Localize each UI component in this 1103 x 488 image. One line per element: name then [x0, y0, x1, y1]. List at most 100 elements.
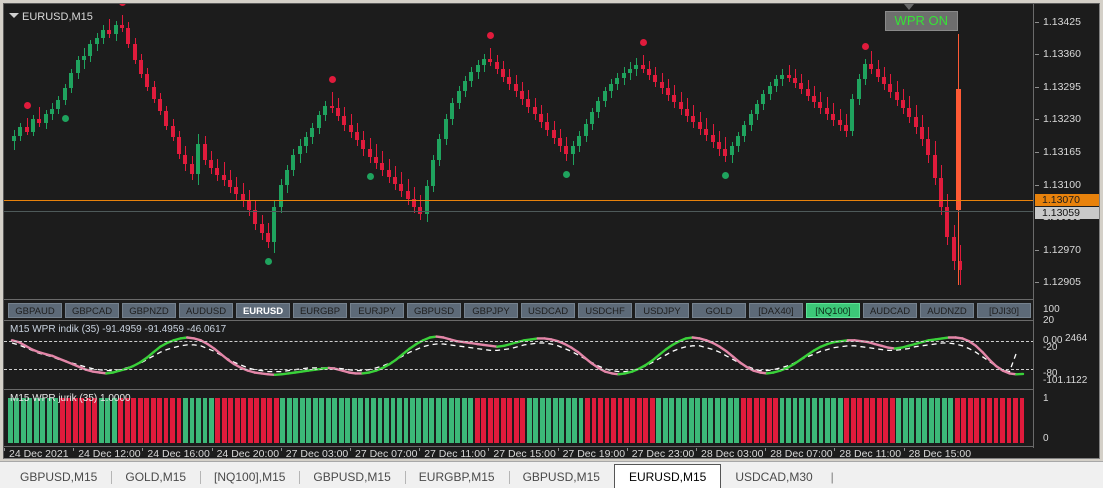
symbol-button-audnzd[interactable]: AUDNZD: [920, 303, 974, 318]
chart-tab[interactable]: GBPUSD,M15: [299, 467, 404, 488]
chart-tab-bar[interactable]: GBPUSD,M15 GOLD,M15 [NQ100],M15 GBPUSD,M15 E…: [0, 461, 1103, 488]
candle-body: [710, 135, 715, 143]
jurik-bar-up: [896, 398, 902, 443]
jurik-bar-down: [773, 398, 778, 443]
jurik-bar-up: [779, 398, 785, 443]
collapse-arrow-icon[interactable]: [9, 13, 19, 18]
symbol-button-usdchf[interactable]: USDCHF: [578, 303, 632, 318]
sell-signal-dot: [487, 32, 495, 40]
jurik-bar-down: [636, 398, 642, 443]
jurik-bar-up: [390, 398, 396, 443]
time-tick: 27 Dec 15:00: [488, 448, 556, 459]
candle-body: [43, 114, 48, 124]
chart-symbol-label: EURUSD,M15: [22, 11, 93, 23]
candle-body: [824, 108, 829, 115]
candle-wick: [26, 118, 28, 136]
symbol-button-dji30[interactable]: [DJI30]: [977, 303, 1031, 318]
candle-body: [297, 146, 302, 155]
bid-price-line: [4, 199, 1034, 201]
jurik-bar-up: [111, 398, 117, 443]
candle-body: [189, 163, 194, 174]
symbol-button-eurusd[interactable]: EURUSD: [236, 303, 290, 318]
jurik-bar-up: [435, 398, 441, 443]
wpr-line-segment: [806, 349, 816, 357]
candle-body: [202, 144, 207, 160]
jurik-bar-up: [812, 398, 817, 443]
candle-body: [596, 101, 601, 113]
symbol-button-audcad[interactable]: AUDCAD: [863, 303, 917, 318]
candle-body: [520, 91, 524, 100]
current-candle-body: [956, 89, 961, 210]
candle-body: [12, 136, 16, 142]
tab-bar-caret: |: [830, 470, 834, 484]
candle-body: [697, 122, 702, 130]
symbol-button-gbpnzd[interactable]: GBPNZD: [122, 303, 176, 318]
jurik-bar-up: [364, 398, 370, 443]
jurik-bar-down: [474, 398, 480, 443]
symbol-button-gold[interactable]: GOLD: [692, 303, 746, 318]
jurik-bar-down: [513, 398, 519, 443]
symbol-button-audusd[interactable]: AUDUSD: [179, 303, 233, 318]
candle-body: [285, 169, 290, 185]
chart-tab[interactable]: EURGBP,M15: [404, 467, 509, 488]
candle-body: [780, 75, 785, 80]
jurik-bar-down: [967, 398, 973, 443]
jurik-bar-down: [1000, 398, 1005, 443]
symbol-button-dax40[interactable]: [DAX40]: [749, 303, 803, 318]
symbol-button-gbpusd[interactable]: GBPUSD: [407, 303, 461, 318]
symbol-button-usdcad[interactable]: USDCAD: [521, 303, 575, 318]
jurik-bar-down: [131, 398, 137, 443]
wpr-toggle-button[interactable]: WPR ON: [884, 11, 958, 31]
symbol-button-gbpaud[interactable]: GBPAUD: [8, 303, 62, 318]
jurik-bar-up: [565, 398, 571, 443]
jurik-bar-up: [922, 398, 928, 443]
time-tick: 27 Dec 11:00: [419, 448, 486, 459]
jurik-bar-down: [747, 398, 753, 443]
symbol-button-eurgbp[interactable]: EURGBP: [293, 303, 347, 318]
jurik-bar-up: [429, 398, 435, 443]
jurik-bar-down: [85, 398, 91, 443]
jurik-bar-down: [481, 398, 487, 443]
chart-tab-active[interactable]: EURUSD,M15: [613, 464, 722, 488]
candle-wick: [839, 109, 841, 132]
symbol-button-gbpcad[interactable]: GBPCAD: [65, 303, 119, 318]
wpr-line-segment: [570, 346, 580, 354]
wpr-indicator-label: M15 WPR indik (35) -91.4959 -91.4959 -46…: [10, 324, 227, 335]
wpr-line-segment: [637, 363, 647, 370]
jurik-bar-down: [1019, 398, 1025, 443]
candle-body: [462, 81, 467, 92]
wpr-scale-label: -80: [1043, 368, 1058, 379]
candle-body: [831, 114, 836, 121]
jurik-bar-down: [221, 398, 227, 443]
candle-body: [304, 137, 309, 147]
symbol-button-usdjpy[interactable]: USDJPY: [635, 303, 689, 318]
symbol-button-gbpjpy[interactable]: GBPJPY: [464, 303, 518, 318]
chart-tab[interactable]: [NQ100],M15: [200, 467, 299, 488]
candle-body: [139, 60, 143, 75]
candle-body: [888, 84, 893, 93]
wpr-indicator-pane[interactable]: M15 WPR indik (35) -91.4959 -91.4959 -46…: [4, 322, 1035, 390]
candle-body: [56, 100, 61, 110]
time-tick: 24 Dec 16:00: [142, 448, 210, 459]
symbol-button-eurjpy[interactable]: EURJPY: [350, 303, 404, 318]
chart-window: EURUSD,M15 WPR ON GBPAUD GBPCAD GBPNZD AUDU…: [3, 3, 1100, 459]
chart-tab[interactable]: GOLD,M15: [111, 467, 200, 488]
wpr-line-segment: [395, 352, 405, 361]
price-scale-axis[interactable]: 1.13425 1.13360 1.13295 1.13230 1.13165 1.131…: [1033, 4, 1099, 458]
jurik-indicator-pane[interactable]: M15 WPR jurik (35) 1.0000: [4, 391, 1035, 447]
price-chart-pane[interactable]: EURUSD,M15 WPR ON: [4, 4, 1035, 300]
chart-tab[interactable]: USDCAD,M30: [735, 470, 813, 484]
symbol-button-strip[interactable]: GBPAUD GBPCAD GBPNZD AUDUSD EURUSD EURGBP EURJ…: [4, 301, 1035, 321]
candle-body: [399, 183, 404, 191]
chart-tab[interactable]: GBPUSD,M15: [20, 470, 98, 484]
symbol-button-nq100[interactable]: [NQ100]: [806, 303, 860, 318]
chart-tab[interactable]: GBPUSD,M15: [508, 467, 614, 488]
wpr-line-segment: [1001, 369, 1011, 375]
wpr-line-segment: [132, 361, 142, 368]
candle-body: [837, 120, 842, 126]
jurik-bar-down: [617, 398, 623, 443]
buy-signal-dot: [722, 171, 730, 179]
jurik-bar-up: [46, 398, 52, 443]
candle-body: [494, 62, 499, 70]
